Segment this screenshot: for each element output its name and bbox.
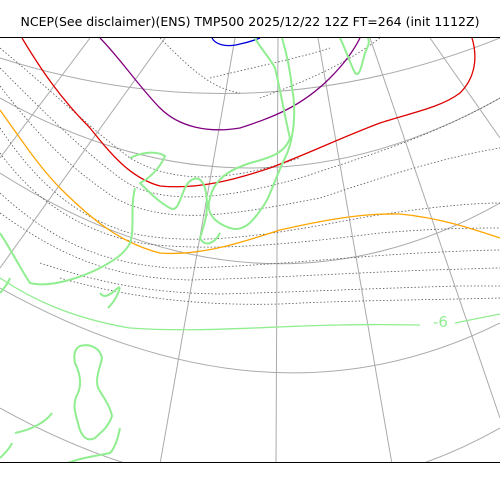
isotherm (0, 47, 301, 178)
contour-green-right (454, 313, 500, 324)
contour-red (21, 38, 476, 188)
latitude-lines (0, 38, 500, 462)
latitude-line (0, 38, 500, 95)
isotherm (259, 38, 381, 99)
meridian-line (0, 38, 91, 159)
map-title: NCEP(See disclaimer)(ENS) TMP500 2025/12… (20, 14, 480, 29)
meridian-line (0, 38, 166, 269)
meridian-line (275, 38, 279, 462)
coastline-baffin (129, 151, 221, 245)
coastline-left (0, 442, 13, 459)
latitude-line (0, 172, 500, 265)
isotherm (209, 47, 331, 79)
isotherm (0, 85, 500, 216)
colored-contours (0, 38, 500, 331)
latitude-line (0, 287, 500, 374)
meridian-line (317, 38, 393, 462)
coastline-labrador (0, 187, 136, 286)
isotherm (0, 67, 500, 198)
meridian-line (159, 38, 236, 462)
meridian-line (369, 38, 500, 419)
coastline-greenland (207, 38, 296, 230)
coastline-newfoundland (99, 286, 121, 309)
coastline-islands-east (339, 38, 370, 75)
coastline-bottom (67, 427, 121, 462)
dotted-isotherms (0, 38, 500, 305)
map-canvas: -6 (0, 38, 500, 462)
coastlines (0, 38, 370, 462)
map-panel: -6 (0, 37, 500, 463)
contour-green (0, 277, 421, 331)
coastline-south-islands (73, 344, 113, 441)
latitude-line (0, 97, 500, 169)
contour-orange (0, 109, 500, 255)
contour-purple (99, 38, 361, 131)
coastline-left-mid (0, 277, 11, 294)
isotherm (39, 262, 500, 295)
latitude-line (0, 407, 500, 462)
coastline-southwest (14, 412, 53, 434)
isotherm (59, 277, 500, 305)
isotherm (0, 192, 500, 269)
isotherm (0, 212, 500, 281)
contour-blue (211, 38, 261, 47)
contour-label-minus-6: -6 (433, 313, 448, 331)
